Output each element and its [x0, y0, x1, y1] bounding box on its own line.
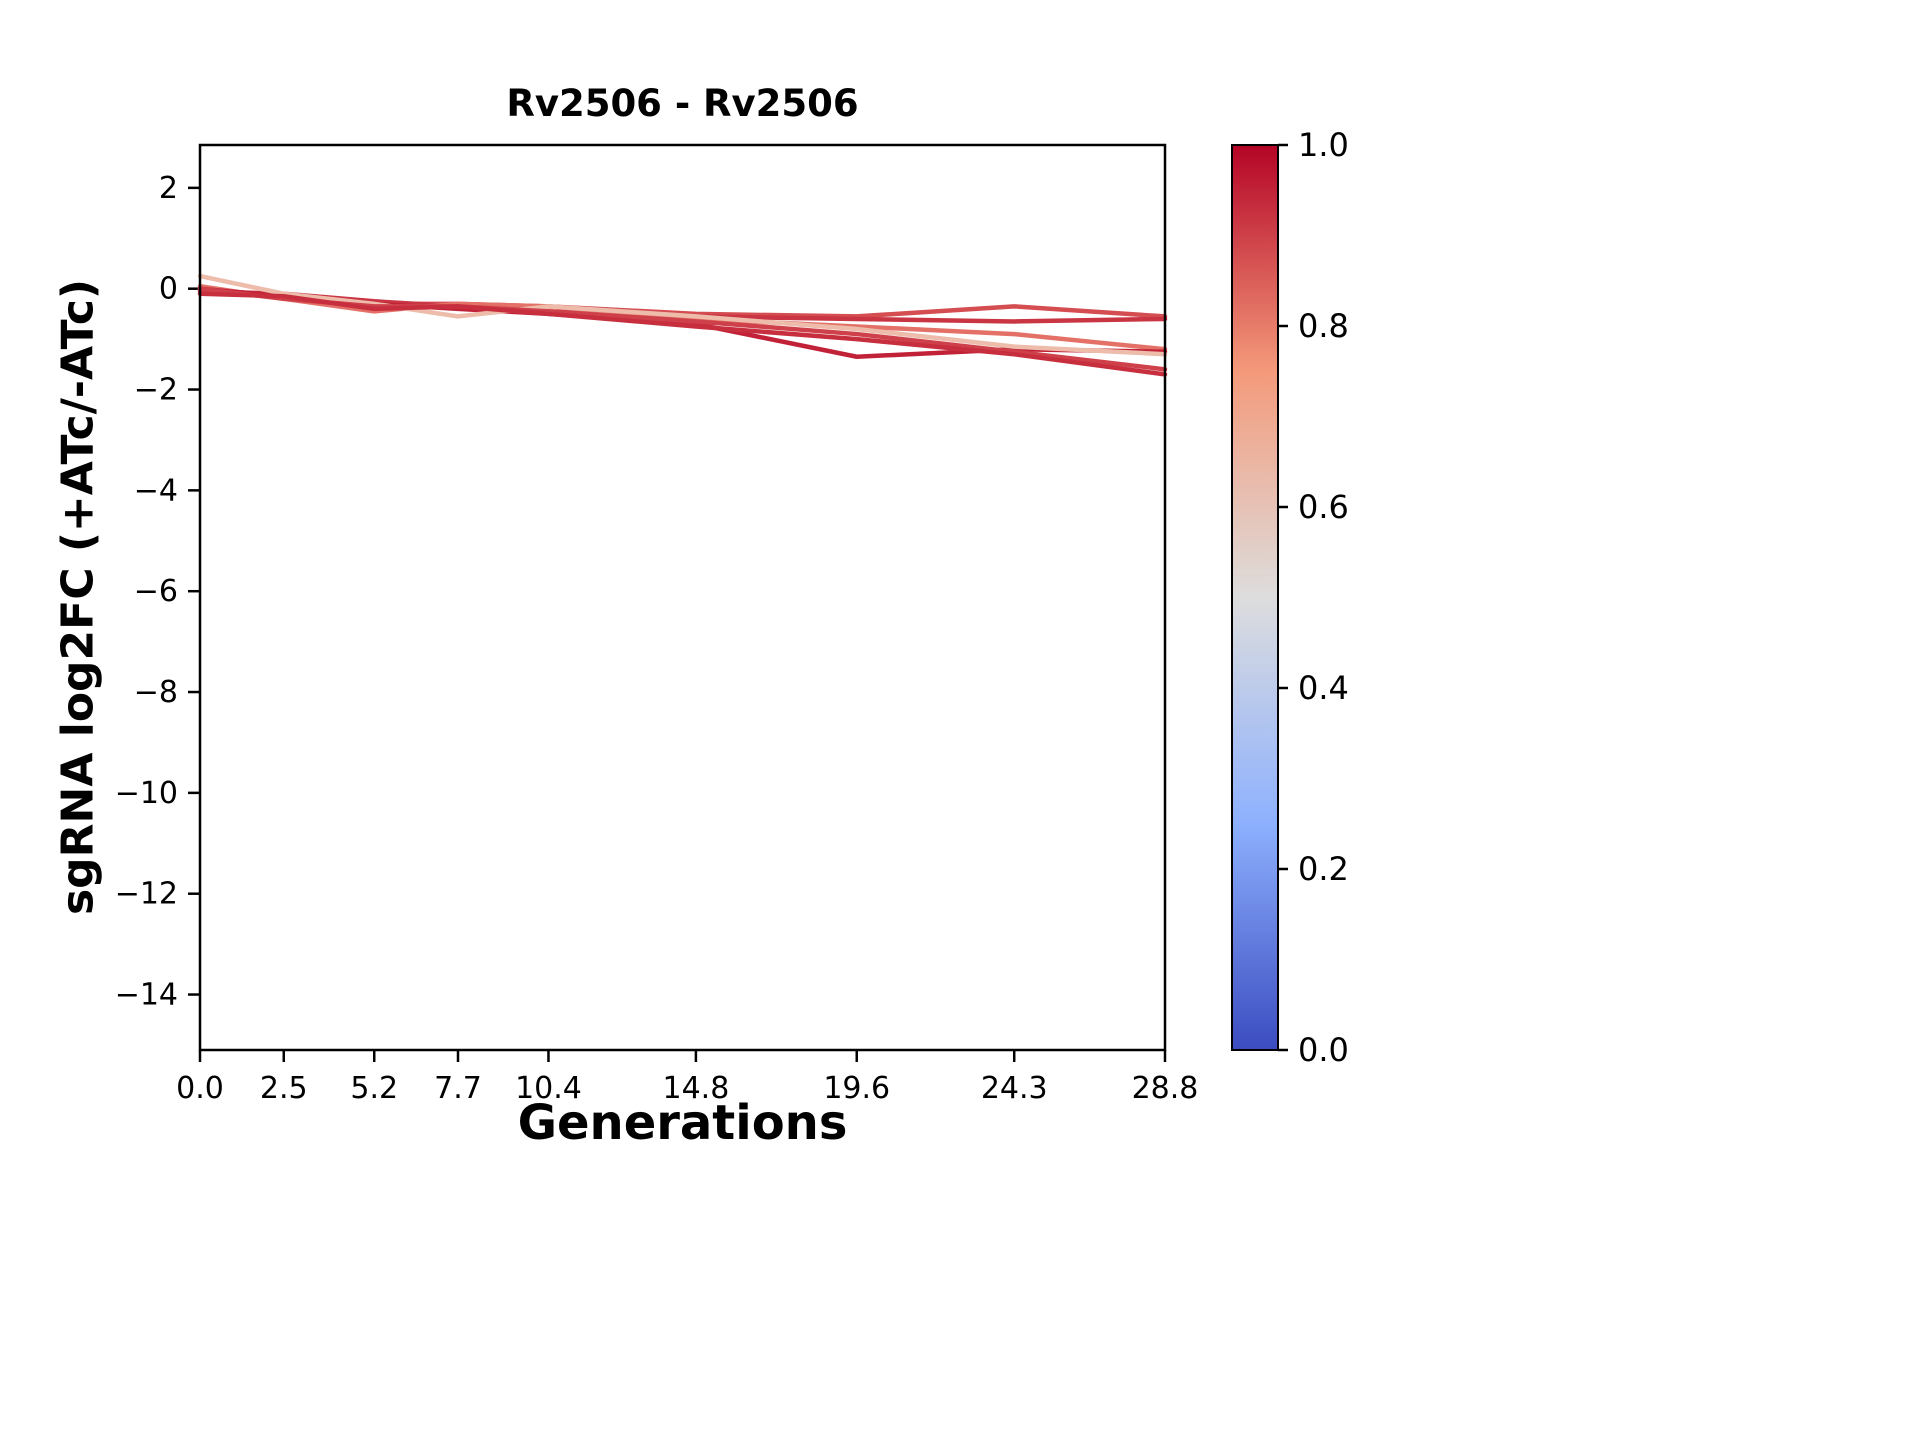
plot-background — [200, 145, 1165, 1050]
x-tick-label: 7.7 — [434, 1071, 482, 1106]
series-line — [197, 273, 1168, 357]
colorbar-tick-label: 1.0 — [1298, 126, 1349, 164]
y-tick-label: −2 — [134, 373, 178, 408]
x-axis-label: Generations — [517, 1095, 848, 1151]
y-tick-label: −6 — [134, 574, 178, 609]
y-tick-label: 0 — [159, 272, 178, 307]
y-tick-label: −4 — [134, 473, 178, 508]
colorbar — [1232, 145, 1278, 1050]
x-tick-label: 10.4 — [515, 1071, 582, 1106]
x-tick-label: 14.8 — [663, 1071, 730, 1106]
colorbar-tick-label: 0.8 — [1298, 307, 1349, 345]
plot-border — [198, 143, 1167, 1052]
x-tick-label: 19.6 — [823, 1071, 890, 1106]
chart-title: Rv2506 - Rv2506 — [506, 82, 859, 125]
x-tick-label: 28.8 — [1132, 1071, 1199, 1106]
series-line — [197, 291, 1168, 377]
y-tick-label: −14 — [115, 978, 178, 1013]
x-tick-label: 5.2 — [350, 1071, 398, 1106]
x-tick-label: 0.0 — [176, 1071, 224, 1106]
x-tick-label: 2.5 — [260, 1071, 308, 1106]
colorbar-tick-label: 0.4 — [1298, 669, 1349, 707]
colorbar-tick-label: 0.2 — [1298, 850, 1349, 888]
colorbar-border — [1231, 144, 1279, 1051]
y-tick-label: −12 — [115, 877, 178, 912]
y-tick-label: −10 — [115, 776, 178, 811]
x-tick-label: 24.3 — [981, 1071, 1048, 1106]
y-tick-label: 2 — [159, 171, 178, 206]
colorbar-tick-label: 0.0 — [1298, 1031, 1349, 1069]
y-tick-label: −8 — [134, 675, 178, 710]
colorbar-tick-label: 0.6 — [1298, 488, 1349, 526]
